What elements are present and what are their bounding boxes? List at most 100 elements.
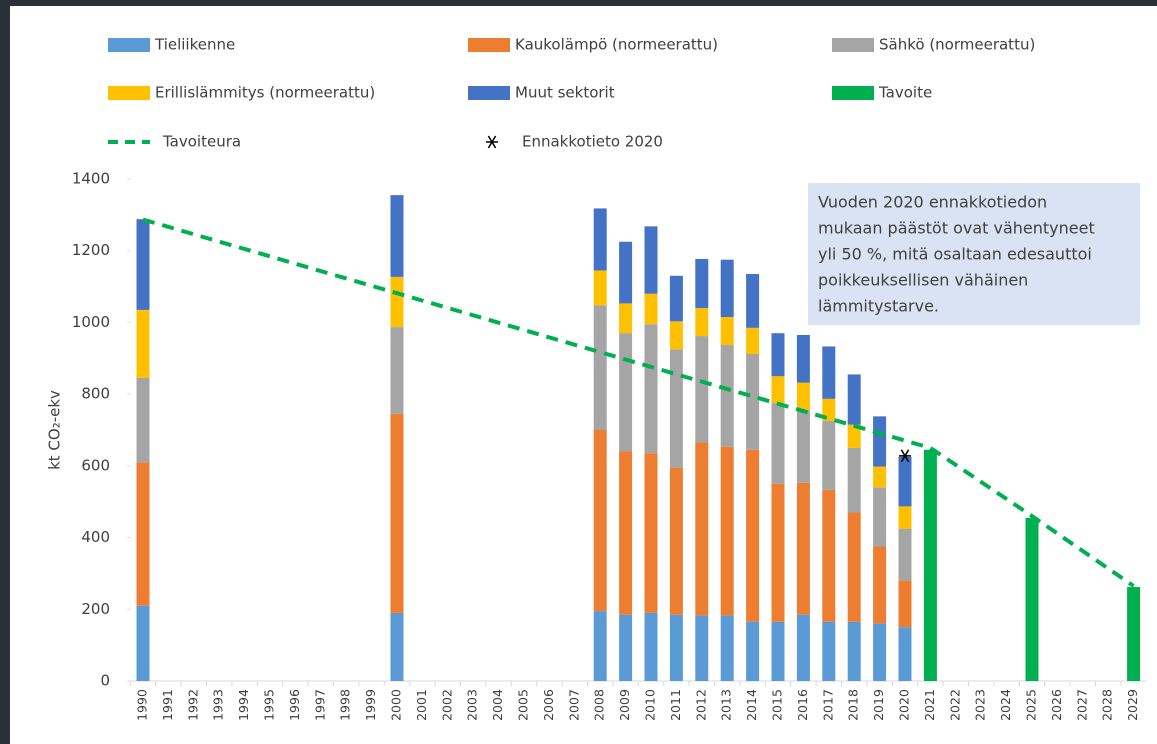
bar [873,416,886,466]
legend-swatch [832,86,874,100]
annotation-text: lämmitystarve. [818,297,939,316]
x-tick-label: 2028 [1100,689,1115,721]
bar [1026,518,1039,681]
bar [848,622,861,681]
bar [619,303,632,333]
bar [594,611,607,681]
bar [848,374,861,424]
legend-label: Ennakkotieto 2020 [522,133,663,151]
x-tick-label: 2025 [1024,689,1039,721]
bar [721,447,734,616]
bar [924,450,937,681]
bar [797,335,810,383]
bar [721,260,734,317]
bar [645,294,658,324]
bar [822,346,835,398]
annotation-text: mukaan päästöt ovat vähentyneet [818,219,1095,238]
bar [772,484,785,622]
bar [899,529,912,581]
legend-label: Erillislämmitys (normeerattu) [155,84,375,102]
bar [797,615,810,681]
y-axis-label: kt CO₂-ekv [46,390,64,470]
x-tick-label: 2012 [693,689,708,721]
x-tick-label: 2008 [592,689,607,721]
bar [848,448,861,513]
bar [619,615,632,681]
x-tick-label: 2029 [1125,689,1140,721]
bar [873,467,886,488]
x-tick-label: 1990 [135,689,150,721]
bar [797,410,810,482]
x-tick-label: 2005 [516,689,531,721]
y-tick-label: 1400 [72,170,110,188]
bar [391,613,404,681]
bar [746,328,759,354]
x-tick-label: 2017 [820,689,835,721]
bar [772,403,785,484]
x-tick-label: 2010 [643,689,658,721]
x-tick-label: 1998 [338,689,353,721]
bar [594,305,607,430]
bar [391,414,404,613]
x-tick-label: 2014 [744,689,759,721]
bar [137,310,150,378]
x-tick-label: 2021 [922,689,937,721]
x-tick-label: 2020 [897,689,912,721]
legend-label: Sähkö (normeerattu) [879,36,1035,54]
x-tick-label: 2006 [541,689,556,721]
bar [594,208,607,270]
bar [746,274,759,328]
bar [797,383,810,411]
legend-swatch [832,38,874,52]
annotation-text: Vuoden 2020 ennakkotiedon [818,193,1047,212]
bar [848,512,861,621]
x-tick-label: 2022 [947,689,962,721]
bar [772,376,785,403]
bar [721,317,734,345]
y-tick-label: 800 [81,385,110,403]
x-tick-label: 1999 [363,689,378,721]
bar [645,613,658,681]
x-tick-label: 2026 [1049,689,1064,721]
legend-swatch [108,38,150,52]
bar [822,421,835,490]
legend-label: Tavoite [878,84,932,102]
chart-background [10,6,1157,744]
annotation-text: poikkeuksellisen vähäinen [818,271,1028,290]
bar [391,277,404,327]
x-tick-label: 1992 [185,689,200,721]
x-tick-label: 1991 [160,689,175,721]
x-tick-label: 2013 [719,689,734,721]
bar [137,378,150,462]
y-tick-label: 600 [81,456,110,474]
bar [746,450,759,622]
bar [695,259,708,308]
y-tick-label: 400 [81,528,110,546]
x-tick-label: 2023 [973,689,988,721]
bar [645,453,658,613]
bar [772,622,785,681]
bar [797,483,810,615]
bar [899,506,912,528]
bar [619,452,632,615]
bar [391,327,404,414]
x-tick-label: 1996 [287,689,302,721]
bar [137,219,150,310]
bar [695,336,708,442]
legend-label: Tavoiteura [162,133,241,151]
bar [822,490,835,622]
bar [873,547,886,624]
x-tick-label: 1994 [236,689,251,721]
legend-label: Muut sektorit [515,84,615,102]
bar [670,276,683,322]
y-tick-label: 0 [100,672,110,690]
bar [899,581,912,628]
bar [391,195,404,277]
x-tick-label: 1995 [262,689,277,721]
x-tick-label: 2003 [465,689,480,721]
x-tick-label: 2016 [795,689,810,721]
y-tick-label: 200 [81,600,110,618]
y-tick-label: 1200 [72,241,110,259]
bar [899,457,912,506]
bar [670,615,683,681]
